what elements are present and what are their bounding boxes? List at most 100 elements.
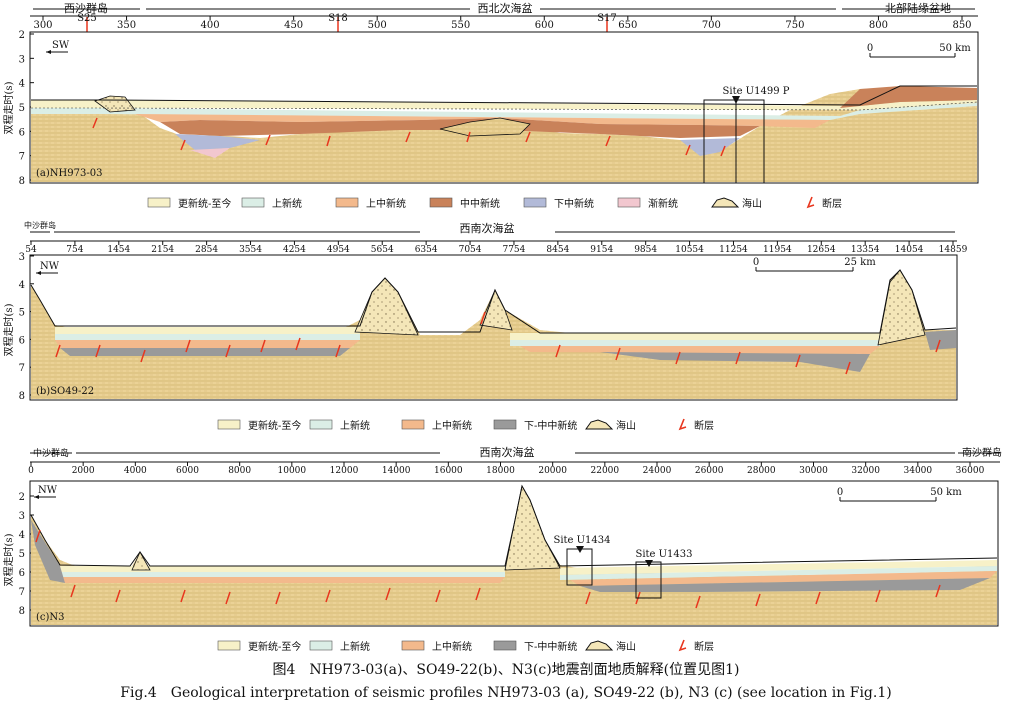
- panel-c-layer-upper-pliocene-east: [560, 566, 997, 580]
- y-axis-tick-label: 7: [19, 152, 25, 163]
- axis-tick-label: 18000: [486, 466, 515, 476]
- axis-tick-label: 34000: [904, 466, 933, 476]
- y-axis-tick-label: 4: [19, 79, 25, 90]
- panel-c-layer-lower-middle-miocene-east: [580, 578, 990, 592]
- panel-b-label: (b)SO49-22: [36, 386, 94, 397]
- panel-a-basement-high: [439, 117, 531, 137]
- panel-a-layer-oligocene: [190, 148, 230, 158]
- legend-swatch: [493, 419, 517, 430]
- axis-tick-label: 700: [702, 20, 721, 31]
- panel-b-layer-upper-pliocene-east: [510, 340, 880, 346]
- legend-label: 断层: [694, 419, 714, 432]
- panel-a-direction: SW: [52, 40, 70, 51]
- axis-tick-label: 1454: [107, 245, 130, 255]
- panel-a-scale-label: 50 km: [939, 43, 971, 54]
- seamount-icon: [711, 197, 740, 208]
- y-axis-tick-label: 7: [19, 587, 25, 598]
- axis-tick-label: 750: [785, 20, 804, 31]
- panel-c-layer-upper-pliocene: [60, 572, 505, 577]
- axis-tick-label: 12000: [330, 466, 359, 476]
- legend-swatch: [617, 197, 641, 208]
- panel-c-legend: 更新统-至今 上新统 上中新统 下-中中新统 海山 断层: [217, 639, 714, 653]
- axis-tick-label: 4254: [283, 245, 306, 255]
- panel-b-direction: NW: [40, 261, 60, 272]
- axis-tick-label: 4000: [124, 466, 147, 476]
- axis-tick-label: 6000: [176, 466, 199, 476]
- axis-tick-label: 24000: [643, 466, 672, 476]
- axis-tick-label: 11254: [719, 245, 748, 255]
- panel-c-ticks: 0 2000 4000 6000 8000 10000 12000 14000 16000 180…: [28, 462, 985, 476]
- axis-tick-label: 22000: [591, 466, 620, 476]
- axis-tick-label: 800: [869, 20, 888, 31]
- axis-tick-label: 26000: [695, 466, 724, 476]
- axis-tick-label: 7754: [502, 245, 525, 255]
- panel-a-direction-arrowhead: [46, 50, 51, 54]
- axis-tick-label: 300: [33, 20, 52, 31]
- legend-label: 海山: [616, 640, 636, 653]
- panel-a-region-nw-subbasin: 西北次海盆: [478, 1, 533, 15]
- y-axis-tick-label: 7: [19, 363, 25, 374]
- panel-a-layer-pleistocene: [31, 100, 977, 110]
- legend-swatch: [401, 640, 425, 651]
- panel-a-region-xisha: 西沙群岛: [64, 1, 108, 15]
- axis-tick-label: 4954: [327, 245, 350, 255]
- y-axis-tick-label: 6: [19, 335, 25, 346]
- axis-tick-label: 14054: [895, 245, 924, 255]
- panel-c-scale-label: 50 km: [930, 487, 962, 498]
- panel-a-layer-margin: [840, 86, 977, 108]
- axis-tick-label: 8454: [546, 245, 569, 255]
- panel-a-layer-upper-pliocene: [31, 103, 977, 120]
- panel-c-region-zhongsha: 中沙群岛: [33, 447, 69, 459]
- panel-c-faults: [35, 529, 941, 609]
- panel-b-layer-upper-pliocene: [55, 334, 360, 340]
- axis-tick-label: 3554: [239, 245, 262, 255]
- legend-swatch: [309, 640, 333, 651]
- axis-tick-label: 10000: [278, 466, 307, 476]
- y-axis-tick-label: 3: [19, 511, 25, 522]
- panel-c-layer-pleistocene: [60, 566, 505, 572]
- panel-b-direction-arrowhead: [36, 271, 41, 275]
- legend-swatch: [147, 197, 171, 208]
- y-axis-tick-label: 8: [19, 606, 25, 617]
- y-axis-tick-label: 8: [19, 176, 25, 187]
- axis-tick-label: 14859: [939, 245, 968, 255]
- panel-c-direction: NW: [38, 485, 58, 496]
- panel-c-region-sw-subbasin: 西南次海盆: [480, 445, 535, 459]
- panel-b-y-label: 双程走时(s): [3, 303, 15, 356]
- axis-tick-label: 36000: [956, 466, 985, 476]
- panel-b-ticks: 54 754 1454 2154 2854 3554 4254 4954 5654 6354 705…: [25, 241, 968, 255]
- panel-a-y-label: 双程走时(s): [3, 81, 15, 134]
- legend-swatch: [523, 197, 547, 208]
- axis-tick-label: 14000: [382, 466, 411, 476]
- site-u1499-label: Site U1499 P: [723, 86, 790, 97]
- legend-label: 下-中中新统: [524, 419, 577, 432]
- seamount-icon: [585, 419, 614, 430]
- panel-c-seamount-1: [131, 551, 151, 571]
- panel-b-layer-upper-middle-miocene-east: [520, 346, 880, 354]
- legend-swatch: [335, 197, 359, 208]
- panel-b-seismic-body: [31, 270, 956, 399]
- legend-swatch: [429, 197, 453, 208]
- panel-b-layer-lower-middle-miocene-east: [600, 352, 870, 372]
- panel-a-horizon: [31, 101, 978, 111]
- marker-s18-label: S18: [328, 13, 348, 24]
- panel-a-scale-zero: 0: [867, 43, 873, 54]
- legend-label: 上中新统: [366, 197, 406, 210]
- red-fault-icon: [678, 418, 687, 431]
- y-axis-tick-label: 2: [19, 492, 25, 503]
- panel-c-layer-lower-middle-miocene-west: [31, 520, 65, 583]
- legend-label: 上新统: [340, 640, 370, 653]
- panel-c-seafloor: [30, 484, 998, 567]
- legend-label: 下中新统: [554, 197, 594, 210]
- site-u1434-label: Site U1434: [553, 535, 610, 546]
- legend-swatch: [217, 640, 241, 651]
- figure-4: 300 350 400 450 500 550 600 650 700 750 800 850 西沙群…: [3, 1, 1002, 653]
- axis-tick-label: 13354: [851, 245, 880, 255]
- marker-s17-label: S17: [597, 13, 617, 24]
- axis-tick-label: 2154: [151, 245, 174, 255]
- y-axis-tick-label: 4: [19, 280, 25, 291]
- panel-b-layer-lower-middle-miocene: [60, 348, 350, 356]
- axis-tick-label: 9154: [590, 245, 613, 255]
- legend-label: 上中新统: [432, 640, 472, 653]
- y-axis-tick-label: 5: [19, 549, 25, 560]
